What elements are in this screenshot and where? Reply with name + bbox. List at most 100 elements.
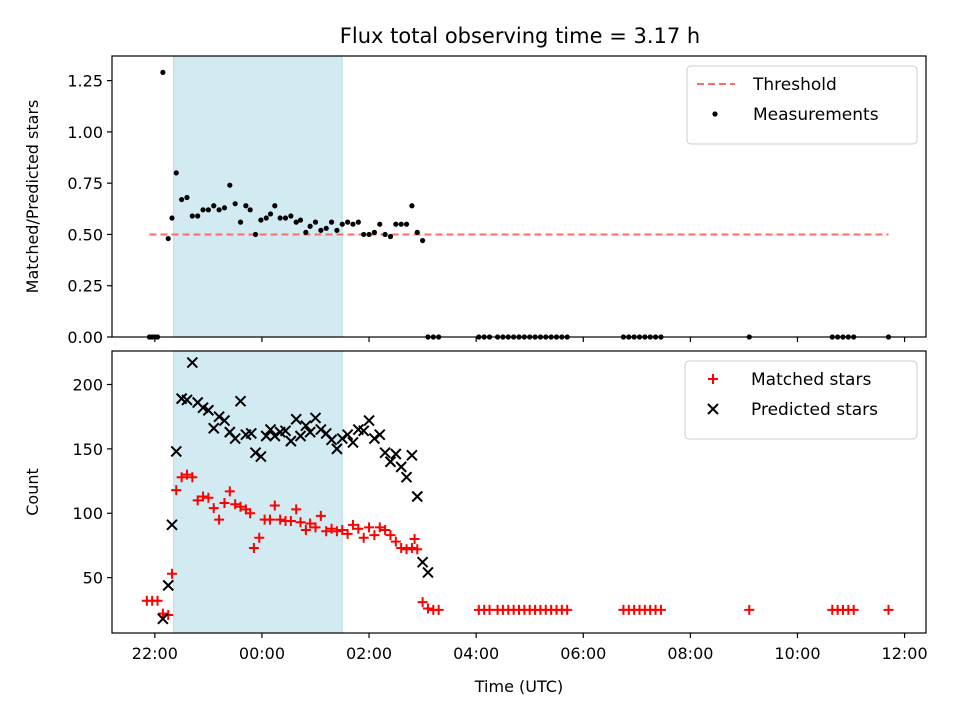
- measurement-point: [350, 221, 356, 227]
- matched-point: [369, 530, 380, 541]
- bottom-panel: 50 100 150 200 22:00 00:00 02:00 04:00 06:00 08:0…: [23, 350, 928, 696]
- matched-point: [390, 536, 401, 547]
- matched-point: [358, 532, 369, 543]
- measurement-point: [173, 170, 179, 176]
- legend-label: Threshold: [752, 75, 837, 95]
- measurement-point: [272, 203, 278, 209]
- measurement-point: [227, 182, 233, 188]
- y-tick-label: 0.75: [67, 174, 103, 193]
- axes-frame: [111, 350, 927, 634]
- predicted-point: [411, 490, 423, 503]
- predicted-point: [379, 447, 391, 459]
- measurement-point: [303, 229, 309, 235]
- matched-point: [208, 503, 219, 514]
- matched-point: [848, 604, 859, 615]
- chart-title: Flux total observing time = 3.17 h: [340, 24, 700, 48]
- matched-point: [385, 530, 396, 541]
- x-tick-label: 12:00: [882, 644, 928, 663]
- y-tick-label: 150: [72, 440, 103, 459]
- series-1: [157, 356, 434, 625]
- predicted-point: [229, 432, 241, 445]
- measurement-point: [323, 225, 329, 231]
- matched-point: [347, 519, 358, 530]
- measurement-point: [371, 229, 378, 235]
- y-tick-label: 100: [72, 504, 103, 523]
- measurement-point: [387, 233, 394, 240]
- matched-point: [181, 469, 192, 480]
- matched-point: [192, 495, 203, 506]
- matched-point: [235, 501, 246, 512]
- predicted-point: [363, 414, 375, 427]
- predicted-point: [336, 432, 348, 445]
- legend-label: Measurements: [753, 105, 879, 125]
- x-tick-label: 06:00: [560, 644, 606, 663]
- matched-point: [337, 524, 348, 535]
- measurement-point: [189, 213, 195, 219]
- y-tick-label: 0.00: [67, 328, 103, 347]
- measurement-point: [366, 231, 372, 238]
- matched-point: [163, 609, 174, 620]
- measurement-point: [258, 217, 264, 223]
- matched-point: [248, 543, 259, 554]
- matched-point: [655, 604, 666, 615]
- predicted-point: [166, 519, 178, 531]
- measurement-point: [398, 221, 404, 227]
- measurement-point: [277, 215, 283, 221]
- measurement-point: [160, 69, 166, 76]
- matched-point: [187, 472, 198, 483]
- measurement-point: [312, 219, 319, 225]
- measurement-point: [205, 207, 211, 213]
- measurement-point: [263, 215, 269, 221]
- measurement-point: [179, 196, 185, 203]
- highlight-span: [173, 55, 343, 338]
- matched-point: [326, 523, 337, 534]
- predicted-point: [406, 449, 418, 462]
- predicted-point: [213, 410, 225, 423]
- matched-point: [166, 568, 177, 579]
- matched-point: [412, 544, 423, 555]
- predicted-point: [285, 435, 297, 447]
- measurement-point: [232, 201, 238, 207]
- matched-point: [406, 543, 417, 554]
- matched-point: [321, 526, 332, 537]
- matched-point: [331, 526, 342, 537]
- x-tick-label: 08:00: [667, 644, 713, 663]
- legend-label: Predicted stars: [751, 400, 878, 420]
- measurement-point: [403, 221, 410, 227]
- y-axis-label: Matched/Predicted stars: [23, 100, 42, 294]
- y-axis-label: Count: [23, 468, 42, 516]
- matched-point: [157, 608, 168, 619]
- predicted-point: [186, 356, 199, 369]
- matched-point: [380, 524, 391, 535]
- x-tick-label: 00:00: [239, 644, 285, 663]
- predicted-point: [374, 428, 386, 441]
- measurement-point: [267, 211, 274, 217]
- predicted-point: [269, 430, 281, 442]
- predicted-point: [368, 432, 381, 445]
- matched-point: [396, 543, 407, 554]
- matched-point: [245, 508, 256, 519]
- predicted-point: [400, 471, 413, 483]
- legend-label: Matched stars: [751, 370, 871, 390]
- matched-point: [353, 523, 364, 534]
- measurement-point: [414, 229, 420, 235]
- measurement-point: [252, 231, 259, 238]
- x-tick-label: 10:00: [774, 644, 820, 663]
- matched-point: [214, 514, 225, 525]
- predicted-point: [255, 450, 267, 463]
- predicted-point: [294, 430, 307, 442]
- measurement-point: [184, 194, 190, 201]
- series-0: [141, 469, 894, 620]
- x-tick-label: 04:00: [453, 644, 499, 663]
- matched-point: [310, 522, 321, 533]
- measurement-point: [200, 207, 206, 213]
- y-tick-label: 0.25: [67, 277, 103, 296]
- matched-point: [883, 604, 894, 615]
- y-tick-label: 1.00: [67, 123, 103, 142]
- predicted-point: [290, 413, 302, 425]
- measurement-point: [211, 203, 217, 209]
- predicted-point: [422, 566, 434, 579]
- predicted-point: [309, 412, 322, 424]
- matched-point: [422, 603, 433, 614]
- legend-box: [686, 65, 918, 145]
